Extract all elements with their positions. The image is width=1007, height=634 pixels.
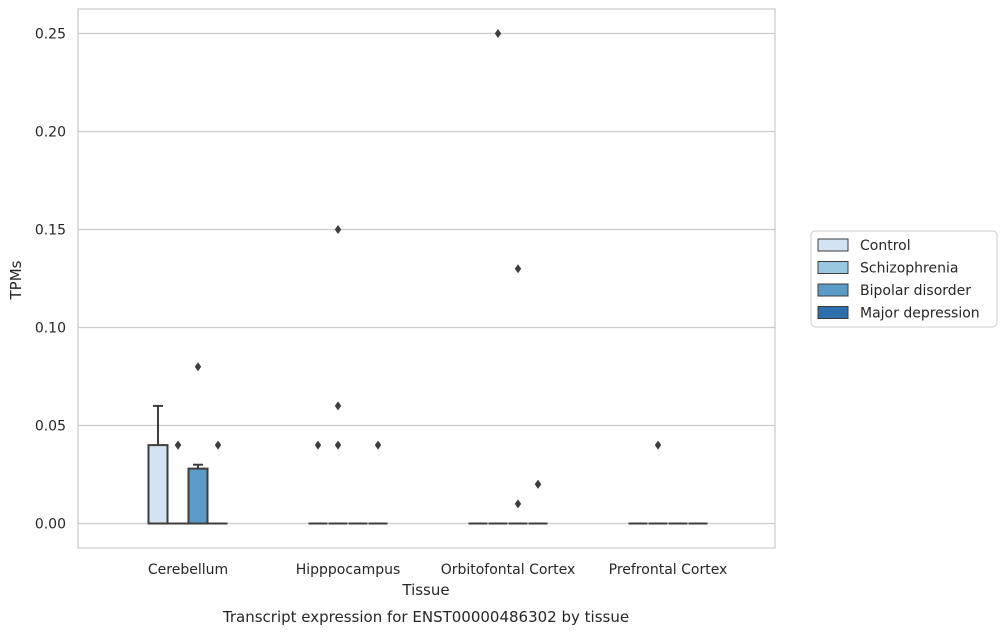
outlier-point (334, 440, 342, 450)
outlier-point (514, 499, 522, 509)
box-plot-marks (147, 29, 708, 525)
x-tick-label: Prefrontal Cortex (609, 562, 728, 578)
box-group (508, 264, 528, 525)
x-tick-label: Cerebellum (148, 562, 228, 578)
box-group (488, 29, 508, 525)
grid-lines (78, 32, 775, 525)
y-tick-label: 0.20 (35, 125, 66, 141)
x-axis-ticks: Cerebellum Hipppocampus Orbitofontal Corte… (148, 562, 727, 578)
y-axis-ticks: 0.00 0.05 0.10 0.15 0.20 0.25 (35, 27, 66, 533)
x-axis-label: Tissue (401, 581, 449, 599)
box-group (328, 225, 348, 525)
box (187, 467, 209, 525)
legend-item: Bipolar disorder (817, 283, 971, 299)
y-tick-label: 0.15 (35, 223, 66, 239)
box-group (168, 440, 188, 525)
y-tick-label: 0.10 (35, 321, 66, 337)
legend: Control Schizophrenia Bipolar disorder Majo… (810, 230, 998, 328)
x-tick-label: Orbitofontal Cortex (441, 562, 576, 578)
box-group (308, 440, 328, 525)
y-tick-label: 0.00 (35, 517, 66, 533)
y-tick-label: 0.05 (35, 419, 66, 435)
outlier-point (494, 29, 502, 38)
legend-swatch (817, 238, 849, 252)
plot-frame (77, 8, 776, 549)
legend-swatch (817, 306, 849, 319)
legend-label: Bipolar disorder (860, 283, 971, 299)
box-group (368, 440, 388, 525)
legend-swatch (817, 261, 849, 274)
outlier-point (314, 440, 322, 450)
outlier-point (194, 362, 202, 372)
legend-frame (810, 230, 998, 328)
outlier-point (334, 401, 342, 411)
outlier-point (534, 479, 542, 489)
legend-swatch (817, 283, 849, 297)
legend-label: Control (860, 238, 911, 254)
outlier-point (654, 440, 662, 450)
legend-label: Major depression (860, 306, 980, 322)
box-group (147, 404, 169, 525)
x-tick-label: Hipppocampus (296, 562, 401, 578)
outlier-point (334, 225, 342, 234)
box-group (187, 362, 209, 525)
outlier-point (514, 264, 522, 274)
y-tick-label: 0.25 (35, 27, 66, 43)
outlier-point (214, 440, 222, 450)
legend-item: Major depression (817, 306, 980, 322)
outlier-point (174, 440, 182, 450)
box-group (528, 479, 548, 525)
chart-caption: Transcript expression for ENST0000048630… (222, 608, 629, 626)
legend-label: Schizophrenia (860, 261, 958, 277)
box (147, 444, 169, 525)
y-axis-label: TPMs (7, 260, 25, 300)
legend-item: Control (817, 238, 911, 254)
legend-item: Schizophrenia (817, 261, 958, 277)
outlier-point (374, 440, 382, 450)
box-group (648, 440, 668, 525)
box-group (208, 440, 228, 525)
